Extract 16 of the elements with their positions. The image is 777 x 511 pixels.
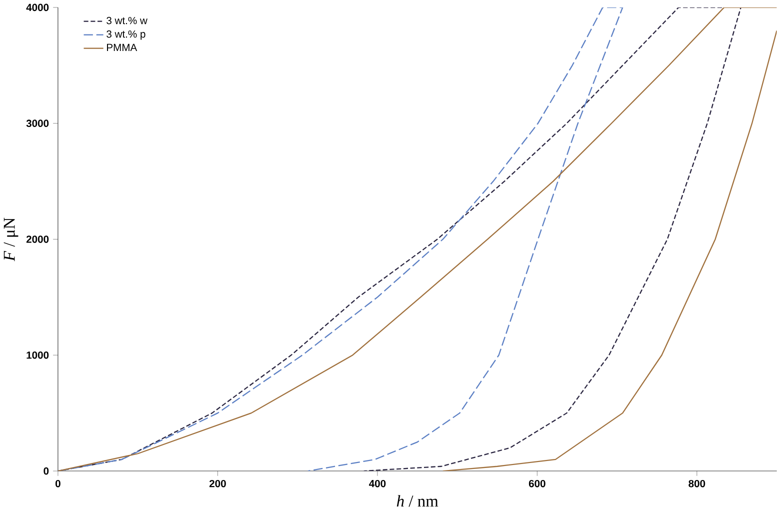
x-axis-title: h / nm [396,495,438,507]
y-axis-title: F / μN [4,218,18,262]
x-tick-label: 800 [688,480,706,488]
y-tick-label: 2000 [26,236,49,244]
y-tick-label: 4000 [26,4,49,12]
y-tick-label: 1000 [26,352,49,360]
legend-label: PMMA [107,44,138,52]
x-tick-label: 400 [368,480,386,488]
x-tick-label: 200 [209,480,226,488]
legend-label: 3 wt.% w [106,17,148,24]
x-tick-label: 0 [56,480,60,488]
y-tick-label: 0 [44,468,49,475]
x-tick-label: 600 [528,480,546,488]
line-series [442,30,777,472]
y-tick-label: 3000 [26,120,49,128]
legend-label: 3 wt.% p [106,30,146,40]
